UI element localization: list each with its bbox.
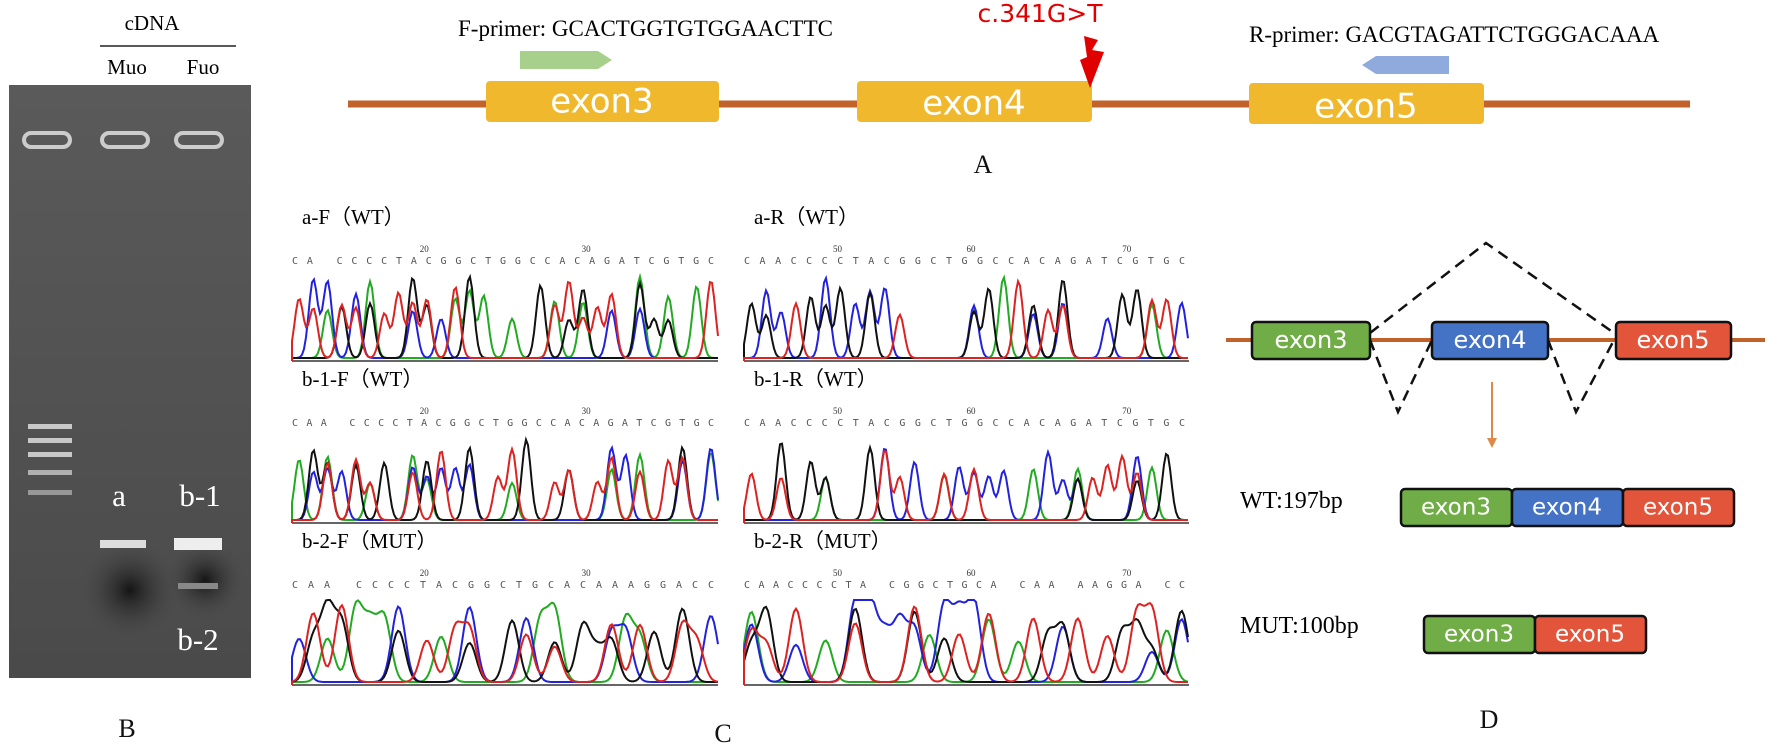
trace-title: a-F（WT） xyxy=(302,205,405,229)
position: 20 xyxy=(420,244,430,254)
position: 30 xyxy=(582,406,592,416)
sequence: CAACCCCTACGGCTGGCCACAGATCGTGC xyxy=(744,256,1185,267)
trace-title: b-1-R（WT） xyxy=(754,367,878,391)
mutation: c.341G>T xyxy=(978,0,1104,28)
band-label: b-2 xyxy=(177,622,218,657)
mutation-marker xyxy=(1080,36,1104,88)
exon-label: exon3 xyxy=(1421,495,1491,521)
trace xyxy=(743,442,1189,523)
product-label: MUT:100bp xyxy=(1240,613,1359,639)
sequence: CAACCCCTACGGCTGGCCACAGATCGTGC xyxy=(744,418,1185,429)
position: 50 xyxy=(833,244,843,254)
exon-label: exon4 xyxy=(1532,495,1602,521)
trace-title: b-2-F（MUT） xyxy=(302,529,437,553)
position: 30 xyxy=(582,244,592,254)
r-primer: R-primer: GACGTAGATTCTGGGACAAA xyxy=(1249,22,1660,47)
splice-lines xyxy=(1368,241,1616,416)
exon-label: exon5 xyxy=(1314,87,1417,127)
panel-label: B xyxy=(118,714,135,743)
band-label: a xyxy=(112,478,126,513)
wells xyxy=(22,131,224,589)
exon xyxy=(1249,83,1484,124)
arrow-head xyxy=(1487,438,1497,448)
sequence: CAACCCCTA CGGCTGCA CAA AAGGA CC xyxy=(744,580,1185,591)
product-label: WT:197bp xyxy=(1240,488,1343,514)
exon-label: exon3 xyxy=(550,82,653,122)
position: 50 xyxy=(833,568,843,578)
smear xyxy=(165,540,245,620)
chromatograms: a-F（WT） CA CCCCTACGGCTGGCCACAGATCGTGC 20 30… xyxy=(291,205,1189,686)
position: 60 xyxy=(967,568,977,578)
exon xyxy=(1430,320,1550,361)
position: 20 xyxy=(420,568,430,578)
lane-label: Muo xyxy=(107,55,147,79)
exon-label: exon5 xyxy=(1555,622,1625,648)
panel-label: D xyxy=(1480,705,1499,734)
position: 70 xyxy=(1122,568,1132,578)
exon xyxy=(1621,487,1736,528)
f-primer-arrow xyxy=(520,51,612,69)
gel-header: cDNA xyxy=(125,11,181,35)
exon xyxy=(857,81,1092,122)
position: 70 xyxy=(1122,406,1132,416)
trace-title: b-1-F（WT） xyxy=(302,367,423,391)
panel-label: A xyxy=(974,150,993,179)
trace xyxy=(743,279,1188,361)
exon xyxy=(486,81,719,122)
position: 20 xyxy=(420,406,430,416)
trace-title: b-2-R（MUT） xyxy=(754,529,892,553)
f-primer: F-primer: GCACTGGTGTGGAACTTC xyxy=(458,16,833,41)
r-primer-arrow xyxy=(1362,56,1449,74)
trace xyxy=(743,601,1188,685)
exon xyxy=(1614,320,1733,361)
exon-label: exon5 xyxy=(1643,495,1713,521)
sequence: CAA CCCCTACGGCTGCACAAAGGACC xyxy=(292,580,714,591)
smear xyxy=(80,540,180,640)
position: 50 xyxy=(833,406,843,416)
lane-label: Fuo xyxy=(187,55,220,79)
trace xyxy=(291,445,718,523)
position: 60 xyxy=(967,406,977,416)
exon-label: exon5 xyxy=(1637,326,1710,354)
exon xyxy=(1250,320,1372,361)
exon-label: exon4 xyxy=(922,84,1025,124)
trace xyxy=(291,451,719,523)
sequence: CAA CCCCTACGGCTGGCCACAGATCGTGC xyxy=(292,418,714,429)
panel-label: C xyxy=(714,719,731,746)
band-label: b-1 xyxy=(179,478,220,513)
products: WT:197bp exon3 exon4 exon5 MUT:100bp exon3 exo… xyxy=(1240,487,1736,655)
trace-title: a-R（WT） xyxy=(754,205,859,229)
position: 70 xyxy=(1122,244,1132,254)
sequence: CA CCCCTACGGCTGGCCACAGATCGTGC xyxy=(292,256,714,267)
trace xyxy=(291,280,719,361)
exon-label: exon4 xyxy=(1454,326,1527,354)
exon-label: exon3 xyxy=(1444,622,1514,648)
trace xyxy=(743,278,1189,361)
exon xyxy=(1533,614,1648,655)
trace xyxy=(743,464,1188,523)
position: 30 xyxy=(582,568,592,578)
trace xyxy=(743,450,1188,523)
trace xyxy=(291,436,718,523)
position: 60 xyxy=(967,244,977,254)
exon-label: exon3 xyxy=(1275,326,1348,354)
trace xyxy=(291,603,719,685)
